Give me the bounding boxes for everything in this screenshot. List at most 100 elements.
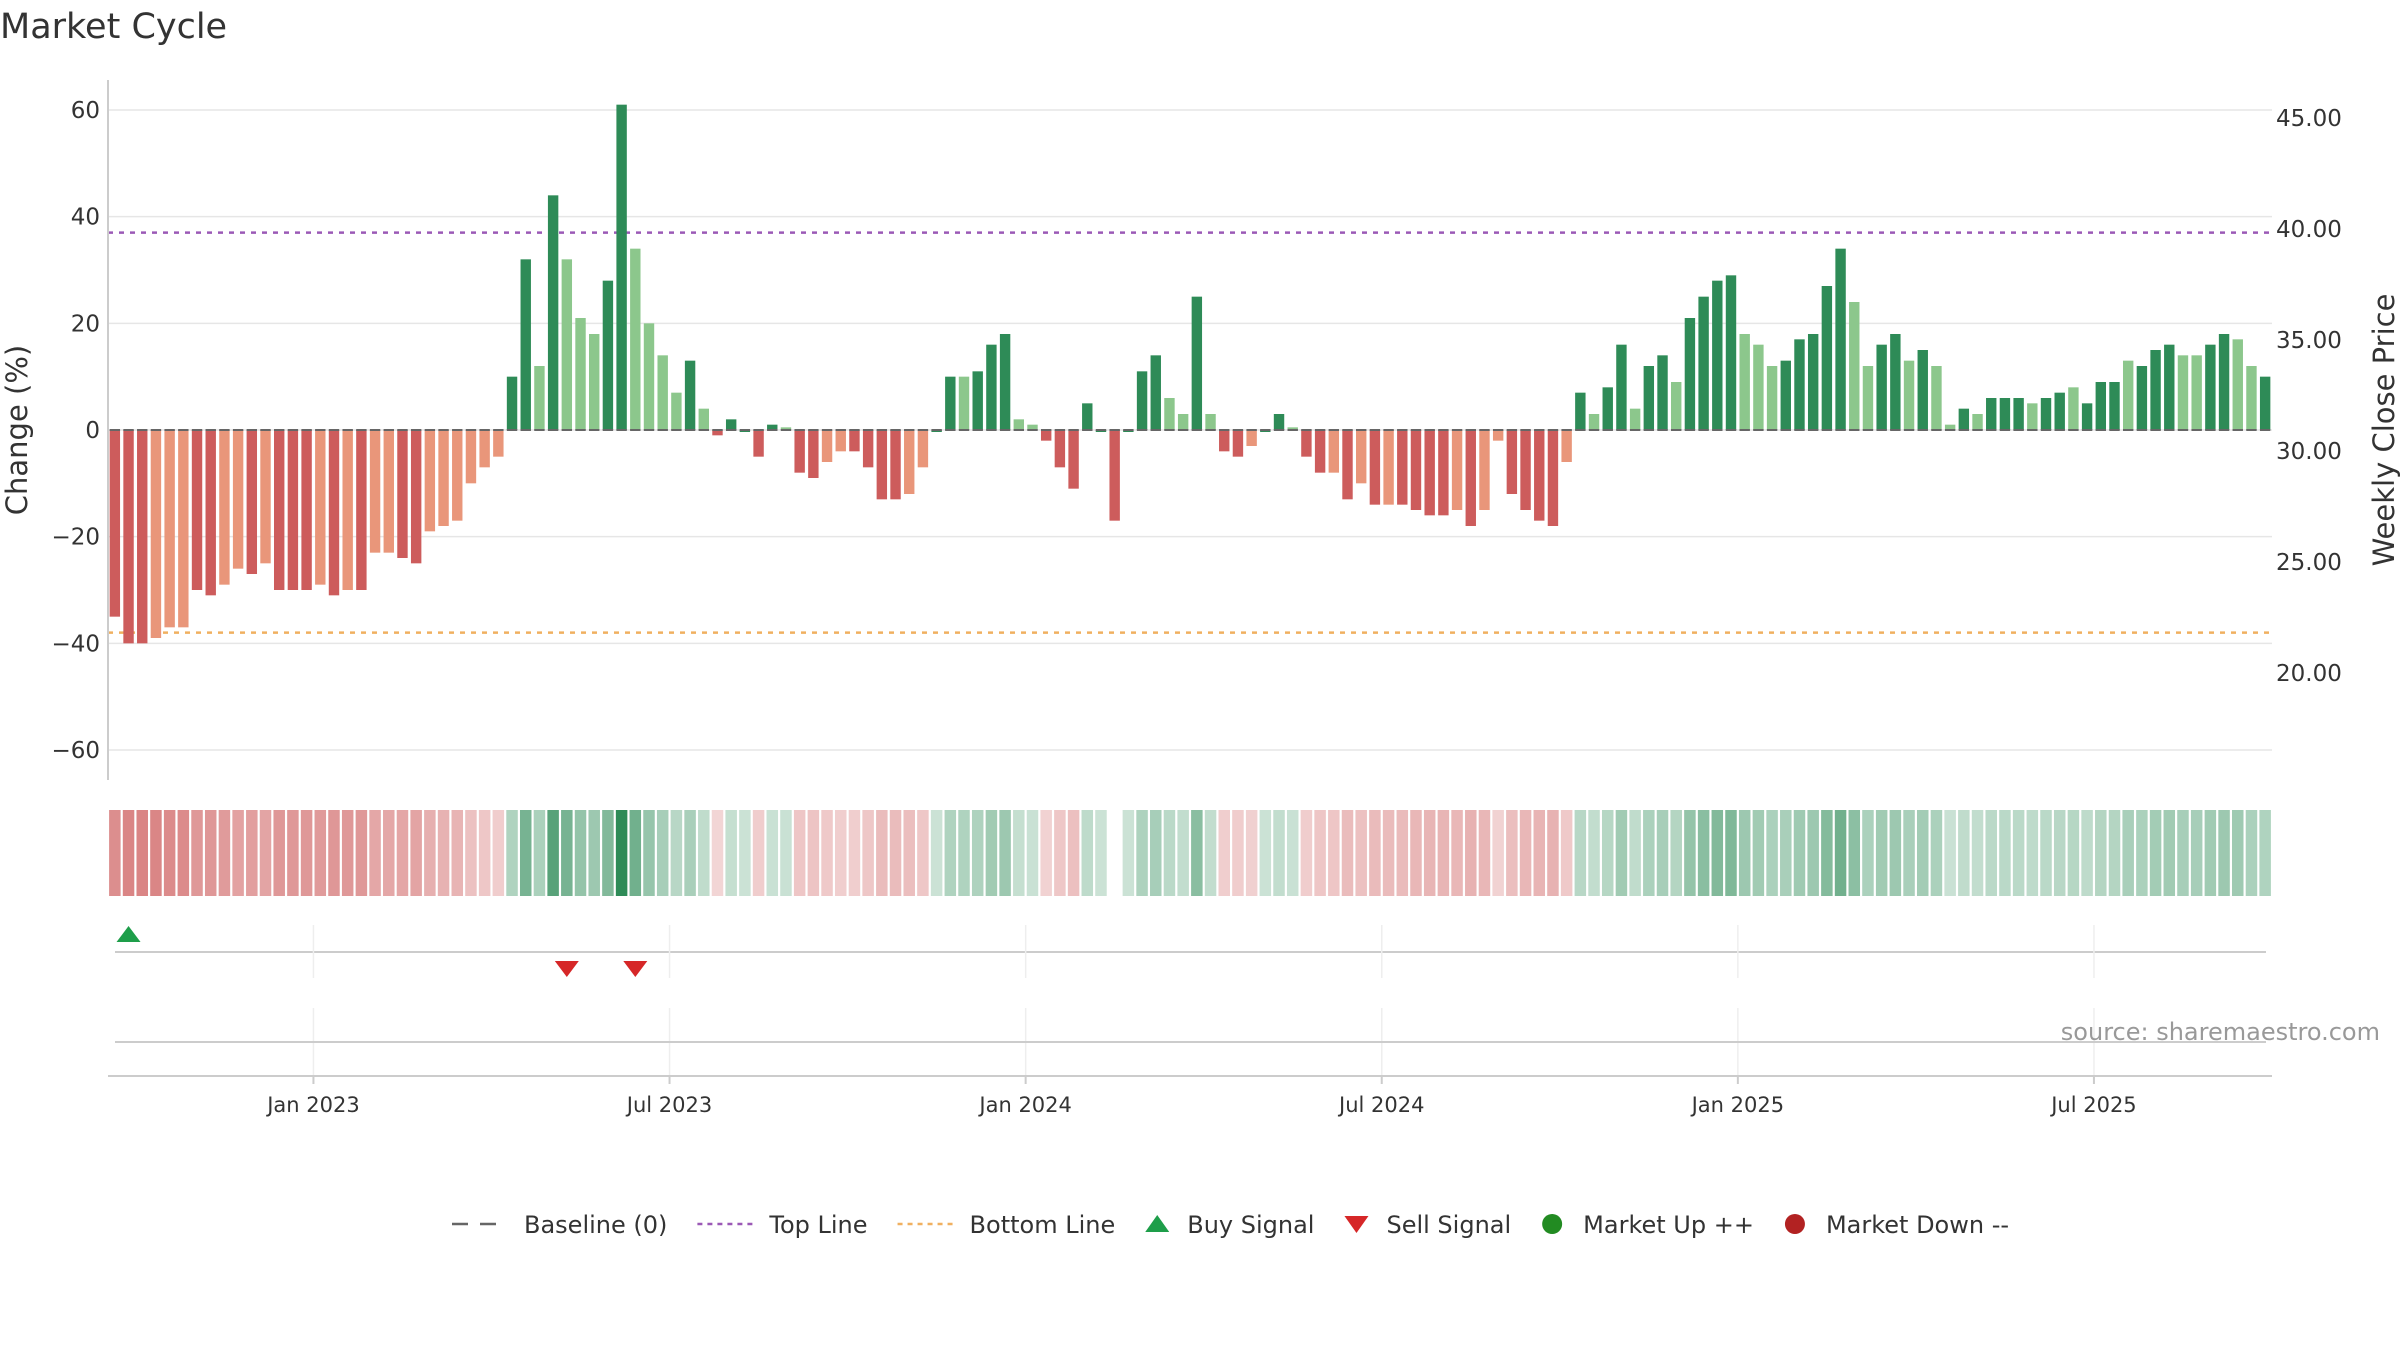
bar <box>2136 366 2148 430</box>
heat-cell <box>1465 810 1477 896</box>
bar <box>917 430 929 468</box>
heat-cell <box>2245 810 2258 896</box>
x-tick-label: Jul 2023 <box>625 1093 712 1117</box>
heat-cell <box>1697 810 1710 896</box>
bar <box>2040 398 2052 430</box>
bar <box>1657 355 1668 430</box>
y2-tick-label: 30.00 <box>2276 439 2342 465</box>
bar <box>1643 366 1655 430</box>
heat-cell <box>1889 810 1902 896</box>
y2-tick-label: 40.00 <box>2276 217 2342 243</box>
heat-cell <box>177 810 190 896</box>
heat-cell <box>150 810 162 896</box>
bar <box>1191 296 1203 430</box>
heat-cell <box>341 810 354 896</box>
bar <box>1616 344 1627 430</box>
bar <box>2205 344 2216 430</box>
bar <box>1273 414 1285 430</box>
legend: Baseline (0) Top Line Bottom Line Buy Signa… <box>452 1211 2009 1239</box>
heat-cell <box>1601 810 1614 896</box>
bar <box>1410 430 1422 510</box>
heat-cell <box>561 810 573 896</box>
legend-sell-swatch <box>1344 1216 1369 1233</box>
bar <box>397 430 408 558</box>
heat-cell <box>1122 810 1135 896</box>
bar <box>123 430 134 644</box>
bar <box>616 104 627 431</box>
heat-cell <box>944 810 957 896</box>
heat-cell <box>519 810 532 896</box>
bar <box>1780 360 1791 430</box>
y-tick-label: 60 <box>71 98 100 124</box>
heat-cell <box>670 810 683 896</box>
bar <box>1082 403 1093 430</box>
bar <box>657 355 668 430</box>
bar <box>2068 387 2079 430</box>
y2-tick-label: 35.00 <box>2276 328 2342 354</box>
heat-cell <box>1150 810 1162 896</box>
bar <box>876 430 888 500</box>
heat-cell <box>1423 810 1436 896</box>
legend-label: Buy Signal <box>1187 1211 1314 1239</box>
bar <box>438 430 449 526</box>
heat-cell <box>1451 810 1463 896</box>
bar <box>1629 408 1641 430</box>
bar <box>232 430 244 569</box>
y-tick-label: 20 <box>71 311 100 337</box>
bar <box>287 430 299 590</box>
heat-cell <box>821 810 833 896</box>
bar <box>1369 430 1381 505</box>
heat-cell <box>109 810 121 896</box>
heat-cell <box>1519 810 1532 896</box>
legend-up-swatch <box>1542 1214 1563 1234</box>
heat-cell <box>218 810 231 896</box>
heat-cell <box>1369 810 1381 896</box>
bar <box>1602 387 1613 430</box>
heat-cell <box>1026 810 1039 896</box>
bar <box>1397 430 1408 505</box>
heat-cell <box>1341 810 1354 896</box>
y2-tick-label: 25.00 <box>2276 550 2342 576</box>
bar <box>109 430 121 617</box>
heat-cell <box>862 810 874 896</box>
heat-cell <box>1136 810 1148 896</box>
bar <box>1013 419 1025 430</box>
bar <box>1246 430 1257 446</box>
heat-cell <box>1067 810 1080 896</box>
heat-cell <box>1245 810 1258 896</box>
bar <box>2177 355 2189 430</box>
bar <box>356 430 367 590</box>
heat-cell <box>1163 810 1176 896</box>
heat-cell <box>1273 810 1285 896</box>
legend-label: Baseline (0) <box>524 1211 667 1239</box>
bar <box>178 430 189 628</box>
heat-cell <box>971 810 984 896</box>
heat-cell <box>643 810 655 896</box>
heat-cell <box>424 810 436 896</box>
bar <box>2259 376 2271 430</box>
bar <box>1575 392 1586 430</box>
heat-cell <box>2259 810 2271 896</box>
bar <box>1807 334 1819 430</box>
bar <box>1931 366 1942 430</box>
bar <box>1684 318 1696 430</box>
bar <box>1671 382 1682 430</box>
heat-cell <box>1177 810 1189 896</box>
heat-cell <box>1054 810 1066 896</box>
bar <box>643 323 655 430</box>
x-tick-label: Jan 2025 <box>1690 1093 1785 1117</box>
heat-cell <box>958 810 970 896</box>
bar <box>191 430 203 590</box>
heat-cell <box>1834 810 1847 896</box>
bar <box>150 430 162 638</box>
heat-cell <box>793 810 806 896</box>
bar <box>1725 275 1737 430</box>
heat-cell <box>739 810 751 896</box>
heat-strip <box>109 810 2271 896</box>
bar <box>328 430 340 596</box>
y2-tick-label: 45.00 <box>2276 106 2342 132</box>
y-tick-label: −20 <box>51 525 100 551</box>
bar <box>712 430 723 436</box>
bar <box>1917 350 1928 430</box>
bar <box>520 259 531 430</box>
